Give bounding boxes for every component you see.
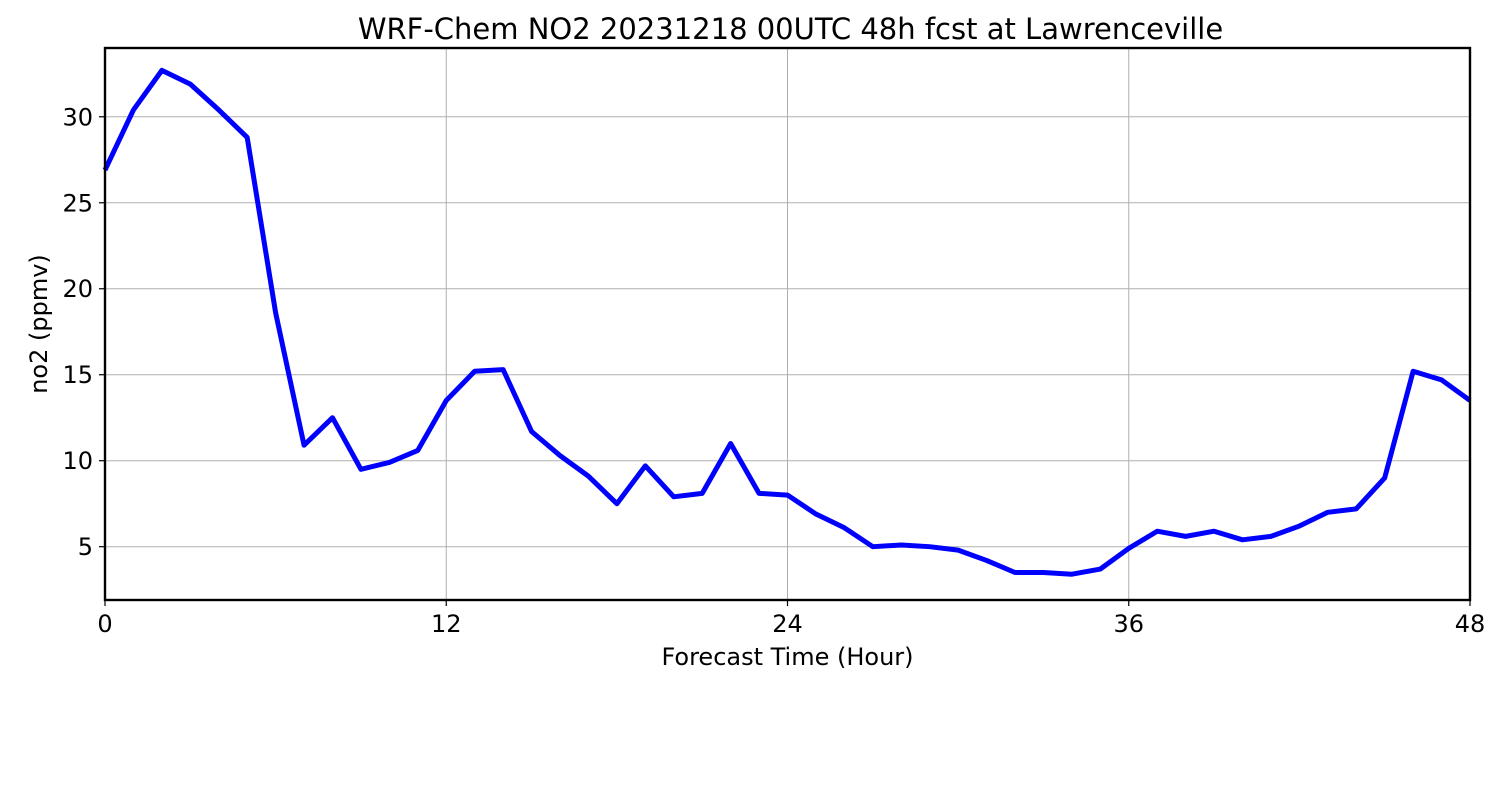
series-layer [102,67,1472,577]
ticks: 0 12 24 36 48 5 10 15 20 25 30 [62,103,1485,638]
x-tick-label: 0 [97,610,112,638]
y-tick-label: 30 [62,103,93,131]
x-tick-label: 12 [431,610,462,638]
y-tick-label: 20 [62,275,93,303]
y-tick-label: 15 [62,361,93,389]
y-tick-label: 10 [62,447,93,475]
x-tick-label: 24 [772,610,803,638]
x-tick-label: 48 [1455,610,1486,638]
y-tick-label: 5 [78,533,93,561]
x-tick-label: 36 [1113,610,1144,638]
x-axis-title: Forecast Time (Hour) [661,643,913,671]
y-axis-title: no2 (ppmv) [25,254,53,394]
series-line [102,67,1472,577]
y-tick-label: 25 [62,189,93,217]
chart-title: WRF-Chem NO2 20231218 00UTC 48h fcst at … [358,12,1223,46]
